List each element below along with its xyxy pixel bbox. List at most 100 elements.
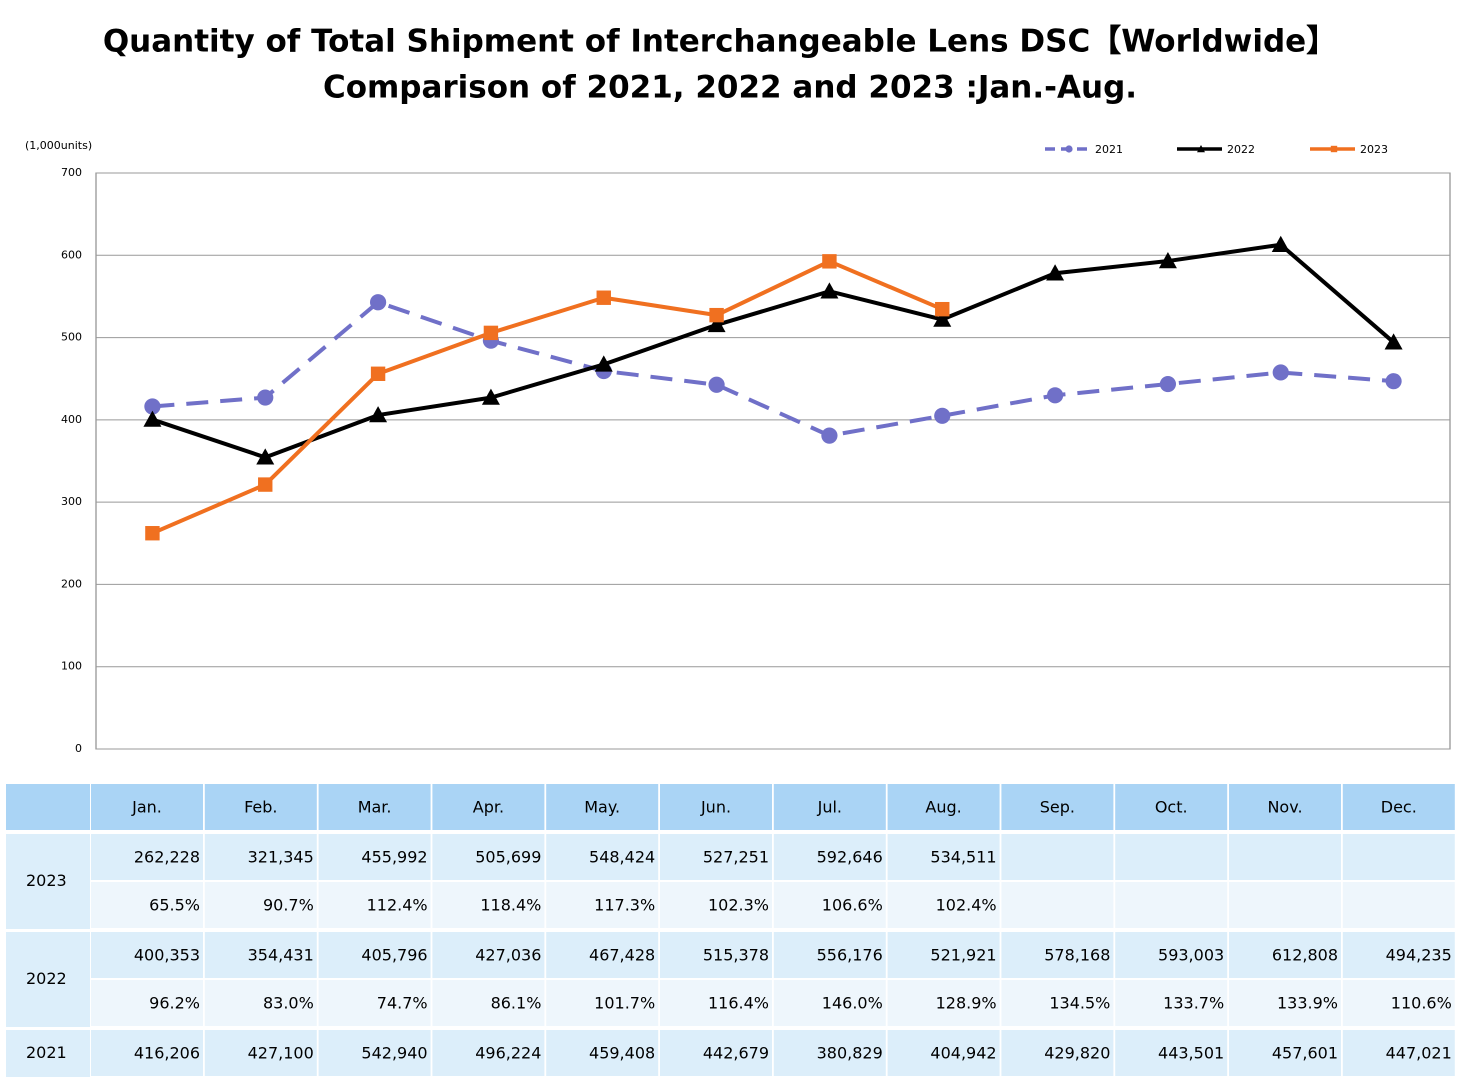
table-cell-text: 556,176 <box>817 946 883 965</box>
table-cell-text: 515,378 <box>703 946 769 965</box>
table-cell <box>887 1030 1000 1076</box>
table-cell-text: 548,424 <box>589 848 655 867</box>
table-cell <box>1229 980 1341 1026</box>
table-cell <box>660 932 772 978</box>
table-cell <box>887 834 1000 880</box>
table-cell-text: 542,940 <box>361 1044 427 1063</box>
table-header-label: Oct. <box>1155 798 1188 817</box>
table-header-label: May. <box>584 798 620 817</box>
marker <box>1385 373 1402 390</box>
table-cell-text: 110.6% <box>1391 994 1452 1013</box>
table-cell <box>432 980 545 1026</box>
table-cell-text: 459,408 <box>589 1044 655 1063</box>
table-cell <box>318 834 431 880</box>
plot-frame <box>95 172 1451 750</box>
table-cell <box>887 882 1000 928</box>
table-cell-text: 578,168 <box>1044 946 1110 965</box>
table-cell-text: 74.7% <box>377 994 428 1013</box>
table-cell-text: 442,679 <box>703 1044 769 1063</box>
table-cell-text: 133.9% <box>1277 994 1338 1013</box>
table-header-cell <box>204 784 317 830</box>
table-cell <box>887 980 1000 1026</box>
table-row-label-bg <box>6 1030 90 1077</box>
table-row-label-bg <box>6 834 90 929</box>
table-header-label: Apr. <box>473 798 504 817</box>
chart-title: Quantity of Total Shipment of Interchang… <box>103 24 1337 60</box>
marker <box>145 526 160 541</box>
table-cell-text: 65.5% <box>149 896 200 915</box>
table-cell-text: 505,699 <box>475 848 541 867</box>
table-header-cell <box>546 784 659 830</box>
marker <box>1197 145 1205 153</box>
table-cell-text: 404,942 <box>930 1044 996 1063</box>
table-cell-text: 106.6% <box>822 896 883 915</box>
table-cell <box>318 980 431 1026</box>
table-header-cell <box>318 784 431 830</box>
marker <box>1330 145 1338 153</box>
table-cell <box>1342 980 1455 1026</box>
marker <box>596 290 611 305</box>
marker <box>1384 333 1403 350</box>
table-cell <box>204 932 317 978</box>
table-cell-text: 83.0% <box>263 994 314 1013</box>
table-cell <box>432 932 545 978</box>
marker <box>143 410 162 427</box>
table-cell <box>773 882 886 928</box>
table-cell <box>660 834 772 880</box>
marker <box>257 389 274 406</box>
legend-label: 2023 <box>1360 143 1388 156</box>
table-cell-text: 102.3% <box>708 896 769 915</box>
table-cell-text: 96.2% <box>149 994 200 1013</box>
table-cell-text: 146.0% <box>822 994 883 1013</box>
table-cell <box>1342 882 1455 928</box>
table-cell <box>1229 1030 1341 1076</box>
marker <box>369 294 387 311</box>
table-cell-text: 457,601 <box>1272 1044 1338 1063</box>
table-cell-text: 354,431 <box>248 946 314 965</box>
marker <box>370 366 386 381</box>
table-header-label: Jul. <box>817 798 842 817</box>
marker <box>1046 387 1064 404</box>
table-cell <box>204 1030 317 1076</box>
marker <box>369 406 388 423</box>
marker <box>256 448 275 465</box>
table-cell <box>1001 834 1114 880</box>
marker <box>1272 364 1289 381</box>
table-cell <box>660 980 772 1026</box>
table-cell-text: 101.7% <box>594 994 655 1013</box>
table-cell-text: 467,428 <box>589 946 655 965</box>
table-cell-text: 134.5% <box>1049 994 1110 1013</box>
table-cell <box>1115 834 1228 880</box>
table-cell-text: 90.7% <box>263 896 314 915</box>
table-cell <box>1229 882 1341 928</box>
table-cell <box>1001 882 1114 928</box>
table-header-cell <box>432 784 545 830</box>
y-tick-label: 500 <box>61 331 82 344</box>
table-cell-text: 427,100 <box>248 1044 314 1063</box>
table-header-cell <box>1229 784 1341 830</box>
marker <box>1271 235 1290 252</box>
y-tick-label: 400 <box>61 413 82 426</box>
table-cell <box>1115 1030 1228 1076</box>
marker <box>708 376 725 393</box>
table-cell <box>91 834 203 880</box>
y-tick-label: 700 <box>61 166 82 179</box>
table-header-cell <box>660 784 772 830</box>
table-cell-text: 128.9% <box>936 994 997 1013</box>
marker <box>821 427 838 444</box>
marker <box>709 307 724 323</box>
chart-subtitle: Comparison of 2021, 2022 and 2023 :Jan.-… <box>323 70 1137 106</box>
table-header-cell <box>1115 784 1228 830</box>
table-cell-text: 612,808 <box>1272 946 1338 965</box>
table-cell <box>660 882 772 928</box>
table-cell <box>546 932 659 978</box>
table-cell-text: 380,829 <box>817 1044 883 1063</box>
marker <box>934 407 951 424</box>
marker <box>481 388 500 405</box>
marker <box>594 355 613 372</box>
table-cell <box>432 1030 545 1076</box>
table-cell <box>318 1030 431 1076</box>
table-cell <box>91 932 203 978</box>
table-cell <box>1229 932 1341 978</box>
